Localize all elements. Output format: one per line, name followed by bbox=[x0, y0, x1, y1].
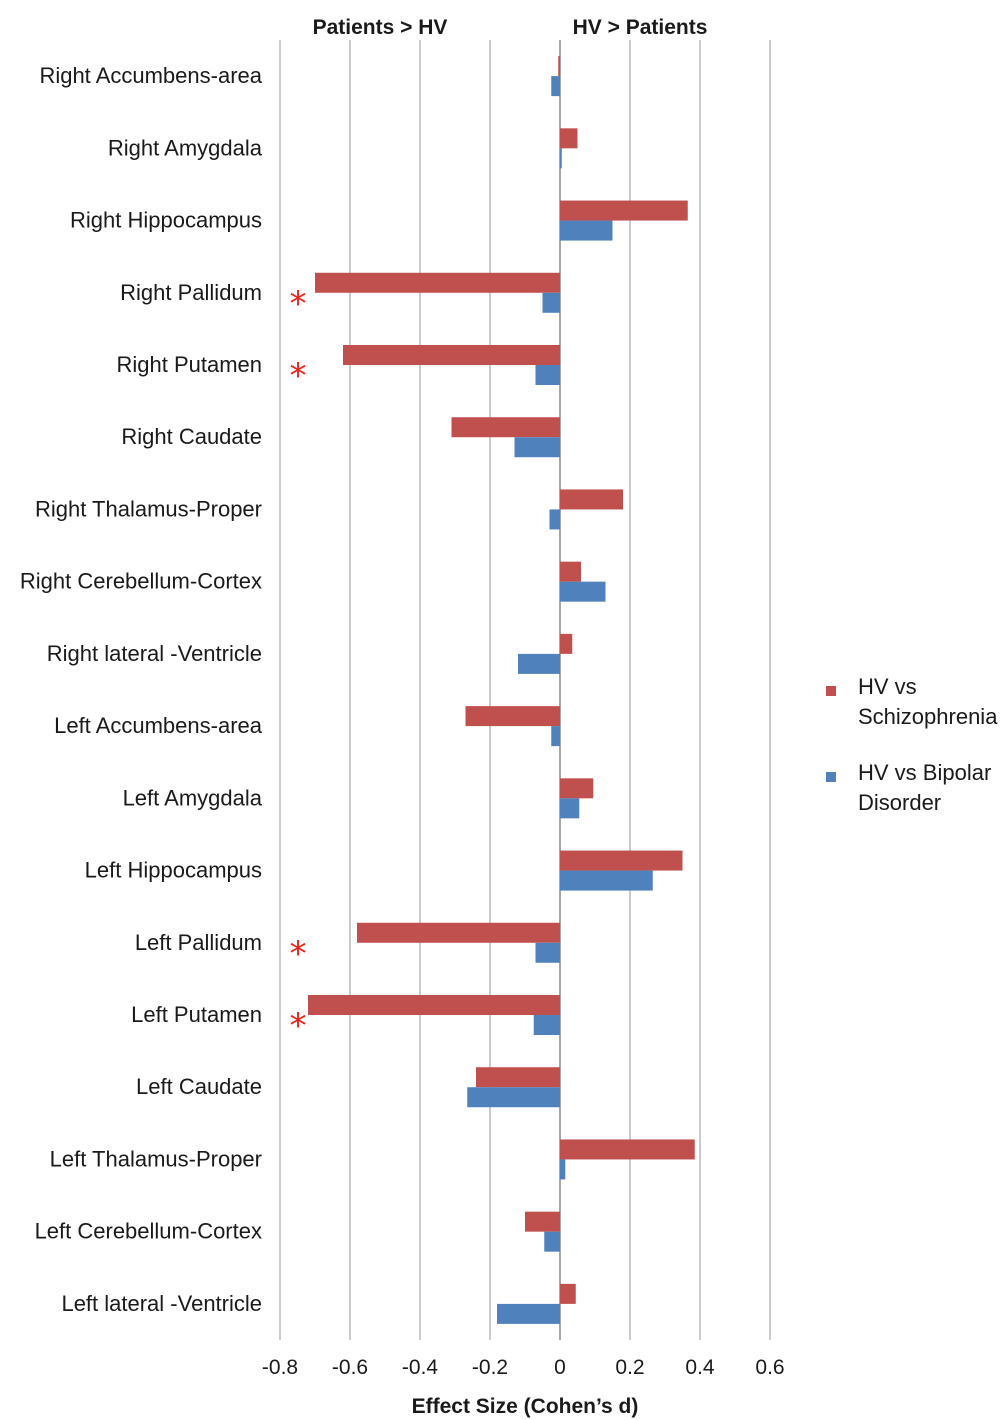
bar-schizophrenia bbox=[560, 850, 683, 871]
category-label: Left Amygdala bbox=[123, 785, 263, 810]
bar-bipolar bbox=[497, 1303, 560, 1324]
bar-schizophrenia bbox=[560, 778, 594, 799]
bar-schizophrenia bbox=[560, 200, 688, 221]
category-label: Right Putamen bbox=[116, 352, 262, 377]
bar-bipolar bbox=[551, 726, 560, 747]
bar-bipolar bbox=[542, 292, 560, 313]
bar-bipolar bbox=[535, 365, 560, 385]
category-label: Left Thalamus-Proper bbox=[50, 1146, 262, 1171]
category-label: Left Cerebellum-Cortex bbox=[35, 1219, 262, 1244]
x-tick-label: -0.6 bbox=[332, 1356, 368, 1379]
category-label: Left Putamen bbox=[131, 1002, 262, 1027]
bar-bipolar bbox=[551, 76, 560, 97]
top-label-right: HV > Patients bbox=[573, 16, 708, 39]
bar-schizophrenia bbox=[560, 489, 623, 510]
legend: HV vs Schizophrenia HV vs Bipolar Disorder bbox=[826, 674, 998, 815]
x-tick-label: 0.4 bbox=[685, 1356, 715, 1379]
x-tick-label: 0.2 bbox=[615, 1356, 644, 1379]
bar-bipolar bbox=[518, 653, 560, 674]
bar-bipolar bbox=[560, 220, 613, 241]
top-label-left: Patients > HV bbox=[313, 16, 448, 39]
x-tick-label: -0.2 bbox=[472, 1356, 508, 1379]
x-axis-title: Effect Size (Cohen’s d) bbox=[412, 1395, 639, 1418]
category-label: Right Amygdala bbox=[108, 135, 263, 160]
bar-schizophrenia bbox=[560, 128, 578, 149]
bar-schizophrenia bbox=[308, 995, 560, 1015]
bar-bipolar bbox=[533, 1015, 560, 1035]
category-label: Left Caudate bbox=[136, 1074, 262, 1099]
bar-schizophrenia bbox=[465, 706, 560, 727]
category-labels: Right Accumbens-area Right Amygdala Right … bbox=[20, 63, 263, 1316]
category-label: Left Hippocampus bbox=[85, 858, 262, 883]
bar-bipolar bbox=[560, 870, 653, 891]
gridlines bbox=[279, 40, 771, 1340]
bar-schizophrenia bbox=[560, 633, 573, 654]
bar-bipolar bbox=[560, 798, 580, 819]
x-tick-label: -0.4 bbox=[402, 1356, 439, 1379]
bar-schizophrenia bbox=[476, 1067, 560, 1088]
legend-label: Schizophrenia bbox=[858, 704, 998, 729]
bar-schizophrenia bbox=[560, 1283, 576, 1304]
x-tick-label: 0 bbox=[554, 1356, 566, 1379]
significance-star: * bbox=[290, 934, 307, 974]
significance-markers: * * * * bbox=[290, 284, 307, 1046]
legend-swatch bbox=[826, 772, 836, 782]
bar-schizophrenia bbox=[558, 56, 560, 77]
significance-star: * bbox=[290, 356, 307, 396]
bar-bipolar bbox=[560, 581, 606, 602]
bar-schizophrenia bbox=[357, 922, 560, 943]
bar-schizophrenia bbox=[315, 272, 560, 293]
category-label: Right Pallidum bbox=[120, 280, 262, 305]
bar-bipolar bbox=[514, 437, 560, 458]
bar-bipolar bbox=[560, 1159, 566, 1180]
bar-schizophrenia bbox=[451, 417, 560, 438]
bar-bipolar bbox=[560, 148, 562, 169]
bars bbox=[308, 56, 695, 1324]
category-label: Left lateral -Ventricle bbox=[61, 1291, 262, 1316]
significance-star: * bbox=[290, 1006, 307, 1046]
x-tick-labels: -0.8 -0.6 -0.4 -0.2 0 0.2 0.4 0.6 bbox=[262, 1356, 785, 1379]
legend-label: HV vs Bipolar bbox=[858, 760, 991, 785]
category-label: Right Accumbens-area bbox=[39, 63, 262, 88]
legend-swatch bbox=[826, 686, 836, 696]
category-label: Left Pallidum bbox=[135, 930, 262, 955]
category-label: Right lateral -Ventricle bbox=[47, 641, 262, 666]
category-label: Right Caudate bbox=[121, 424, 262, 449]
x-tick-label: -0.8 bbox=[262, 1356, 298, 1379]
bar-bipolar bbox=[535, 942, 560, 963]
category-label: Right Cerebellum-Cortex bbox=[20, 569, 262, 594]
x-tick-label: 0.6 bbox=[755, 1356, 784, 1379]
bar-schizophrenia bbox=[560, 1139, 695, 1160]
bar-schizophrenia bbox=[343, 345, 560, 365]
legend-label: Disorder bbox=[858, 790, 941, 815]
bar-bipolar bbox=[549, 509, 560, 530]
bar-schizophrenia bbox=[560, 561, 581, 582]
category-label: Right Thalamus-Proper bbox=[35, 496, 262, 521]
bar-bipolar bbox=[544, 1231, 560, 1252]
legend-label: HV vs bbox=[858, 674, 917, 699]
bar-schizophrenia bbox=[525, 1211, 560, 1232]
category-label: Right Hippocampus bbox=[70, 208, 262, 233]
significance-star: * bbox=[290, 284, 307, 324]
bar-bipolar bbox=[467, 1087, 560, 1108]
category-label: Left Accumbens-area bbox=[54, 713, 263, 738]
